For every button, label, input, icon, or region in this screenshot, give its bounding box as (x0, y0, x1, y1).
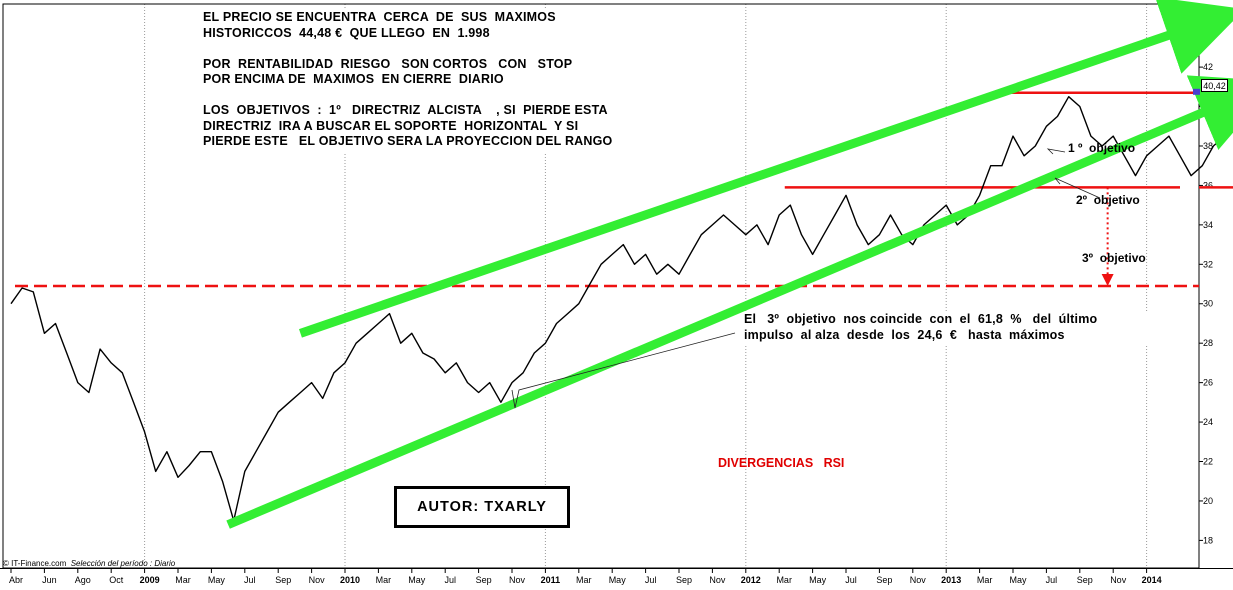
note-line: El 3º objetivo nos coincide con el 61,8 … (744, 312, 1098, 326)
last-price-label: 40,42 (1201, 79, 1228, 92)
author-box: AUTOR: TXARLY (394, 486, 570, 528)
x-tick-label: May (208, 575, 226, 585)
x-tick-label: Sep (476, 575, 492, 585)
price (10, 95, 1233, 522)
x-tick-label: 2013 (941, 575, 961, 585)
objective-1-label: 1 º objetivo (1068, 141, 1136, 155)
x-tick-label: 2012 (741, 575, 761, 585)
x-tick-label: Mar (977, 575, 993, 585)
x-tick-label: May (1009, 575, 1027, 585)
x-tick-label: 2009 (140, 575, 160, 585)
x-tick-label: Sep (275, 575, 291, 585)
y-tick-label: 22 (1203, 457, 1213, 467)
x-tick-label: Mar (576, 575, 592, 585)
period-selection-text: Selección del período : Diario (70, 559, 176, 568)
x-tick-label: May (609, 575, 627, 585)
rsi-divergence-label: DIVERGENCIAS RSI (718, 456, 845, 470)
x-tick-label: Abr (9, 575, 23, 585)
x-tick-label: Mar (776, 575, 792, 585)
y-tick-label: 42 (1203, 62, 1213, 72)
x-tick-label: May (408, 575, 426, 585)
x-tick-label: Nov (309, 575, 326, 585)
x-tick-label: Nov (910, 575, 927, 585)
x-tick-label: Oct (109, 575, 124, 585)
source-credit: © IT-Finance.com Selección del período :… (3, 559, 175, 568)
note-line: LOS OBJETIVOS : 1º DIRECTRIZ ALCISTA , S… (203, 103, 608, 117)
analysis-note-top: EL PRECIO SE ENCUENTRA CERCA DE SUS MAXI… (203, 10, 662, 154)
note-line: POR ENCIMA DE MAXIMOS EN CIERRE DIARIO (203, 72, 504, 86)
note-line: ​ (203, 88, 658, 104)
y-tick-label: 24 (1203, 417, 1213, 427)
x-tick-label: Jul (1046, 575, 1058, 585)
objective-2-label: 2º objetivo (1076, 193, 1140, 207)
y-tick-label: 20 (1203, 496, 1213, 506)
annotation-pointer (1046, 148, 1066, 155)
y-tick-label: 26 (1203, 378, 1213, 388)
x-tick-label: Jul (845, 575, 857, 585)
annotation-pointers (511, 148, 1101, 409)
y-tick-label: 28 (1203, 338, 1213, 348)
x-tick-label: Nov (1110, 575, 1127, 585)
x-tick-label: 2014 (1142, 575, 1162, 585)
trendline (299, 0, 1233, 338)
note-line: POR RENTABILIDAD RIESGO SON CORTOS CON S… (203, 56, 573, 71)
note-line: impulso al alza desde los 24,6 € hasta m… (744, 327, 1065, 342)
y-tick-label: 18 (1203, 535, 1213, 545)
note-line: PIERDE ESTE EL OBJETIVO SERA LA PROYECCI… (203, 134, 613, 148)
x-tick-label: 2011 (541, 575, 561, 585)
x-tick-label: Nov (509, 575, 526, 585)
note-line: HISTORICCOS 44,48 € QUE LLEGO EN 1.998 (203, 25, 490, 40)
note-line: ​ (203, 41, 658, 57)
y-tick-label: 36 (1203, 180, 1213, 190)
x-tick-label: Mar (376, 575, 392, 585)
y-tick-label: 32 (1203, 259, 1213, 269)
x-tick-label: Sep (876, 575, 892, 585)
objective-3-label: 3º objetivo (1082, 251, 1146, 265)
trendlines (226, 0, 1233, 529)
analysis-note-fib: El 3º objetivo nos coincide con el 61,8 … (744, 312, 1153, 345)
note-line: DIRECTRIZ IRA A BUSCAR EL SOPORTE HORIZO… (203, 118, 579, 133)
x-tick-label: Jul (444, 575, 456, 585)
x-tick-label: Jul (244, 575, 256, 585)
x-tick-label: Mar (175, 575, 191, 585)
y-tick-label: 30 (1203, 299, 1213, 309)
x-tick-label: 2010 (340, 575, 360, 585)
y-tick-label: 44 (1203, 23, 1213, 33)
x-tick-label: Ago (75, 575, 91, 585)
last-price-marker (1193, 88, 1200, 95)
price-line (10, 95, 1233, 522)
source-credit-text: © IT-Finance.com (3, 559, 67, 568)
x-tick-label: Sep (676, 575, 692, 585)
y-tick-label: 34 (1203, 220, 1213, 230)
annotation-pointer (511, 332, 736, 409)
trendline (226, 75, 1233, 529)
x-tick-label: Jun (42, 575, 57, 585)
annotation-pointer (1054, 177, 1101, 199)
note-line: EL PRECIO SE ENCUENTRA CERCA DE SUS MAXI… (203, 10, 556, 24)
x-tick-label: Sep (1077, 575, 1093, 585)
x-tick-label: Jul (645, 575, 657, 585)
x-tick-label: Nov (709, 575, 726, 585)
x-tick-label: May (809, 575, 827, 585)
